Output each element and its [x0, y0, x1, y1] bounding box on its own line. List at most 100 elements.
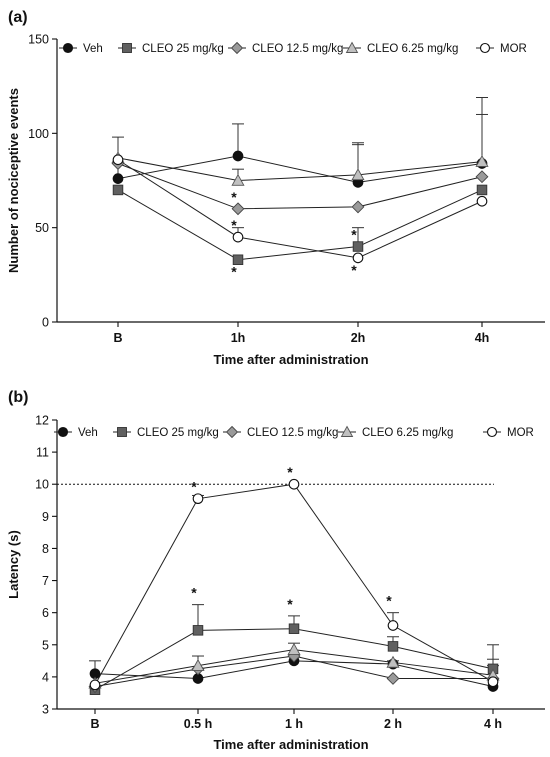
y-tick-label: 10 — [35, 478, 49, 492]
legend-marker — [122, 43, 132, 53]
chart-panel-a: (a) 0 50 100 150 B 1h 2h 4h Time after administra… — [6, 9, 545, 367]
y-tick-label: 150 — [28, 33, 49, 47]
x-tick-label: B — [113, 331, 122, 345]
data-point — [112, 154, 124, 166]
markers-cleo-12-5-mg-kg — [111, 157, 489, 216]
legend-label: CLEO 12.5 mg/kg — [252, 43, 343, 55]
data-point — [231, 173, 245, 186]
legend-item-veh: Veh — [54, 426, 98, 439]
significance-star: * — [231, 189, 237, 205]
significance-star: * — [287, 464, 293, 480]
legend-marker — [57, 426, 69, 438]
legend-marker — [340, 425, 354, 437]
data-point — [475, 154, 489, 167]
data-point — [191, 658, 205, 671]
series-cleo-25-mg-kg — [117, 189, 483, 261]
data-point — [232, 231, 244, 243]
markers-mor — [89, 478, 499, 691]
significance-star: * — [191, 585, 197, 601]
series-line — [117, 163, 483, 210]
chart-panel-b: (b) 3 4 5 6 7 8 9 10 11 12 B 0.5 h 1 h 2 h 4 h Time afte… — [6, 389, 545, 752]
data-point — [192, 625, 204, 636]
data-point — [288, 623, 300, 634]
series-line — [117, 155, 483, 183]
data-point — [232, 150, 244, 162]
significance-star: * — [231, 264, 237, 280]
legend-item-cleo-6-25-mg-kg: CLEO 6.25 mg/kg — [338, 425, 453, 439]
significance-star: * — [351, 262, 357, 278]
legend-marker — [345, 41, 359, 53]
x-axis-title: Time after administration — [213, 352, 368, 367]
legend-label: CLEO 12.5 mg/kg — [247, 427, 338, 439]
data-point — [476, 184, 488, 196]
y-tick-label: 11 — [36, 446, 49, 460]
x-tick-label: 1h — [231, 331, 246, 345]
series-cleo-12-5-mg-kg — [117, 163, 483, 210]
legend: Veh CLEO 25 mg/kg CLEO 12.5 mg/kg CLEO 6.25… — [54, 425, 534, 439]
y-tick-label: 3 — [42, 703, 49, 717]
panel-label: (a) — [8, 9, 28, 26]
x-axis-title: Time after administration — [213, 737, 368, 752]
x-tick-label: 2 h — [384, 717, 402, 731]
y-tick-label: 12 — [35, 414, 49, 428]
markers-mor — [112, 154, 488, 264]
y-tick-label: 7 — [42, 574, 49, 588]
data-point — [476, 195, 488, 207]
series-line — [117, 157, 483, 182]
y-tick-label: 0 — [42, 316, 49, 330]
legend-marker — [225, 425, 239, 439]
data-point — [232, 254, 244, 265]
series-cleo-6-25-mg-kg — [117, 96, 488, 182]
data-point — [351, 200, 365, 214]
x-tick-label: 1 h — [285, 717, 303, 731]
legend-marker — [486, 426, 498, 438]
legend-item-mor: MOR — [483, 426, 534, 439]
legend-marker — [62, 42, 74, 54]
y-tick-label: 5 — [42, 638, 49, 652]
legend-item-mor: MOR — [476, 42, 527, 55]
significance-star: * — [386, 593, 392, 609]
legend-item-veh: Veh — [59, 42, 103, 55]
legend-item-cleo-25-mg-kg: CLEO 25 mg/kg — [118, 43, 224, 55]
data-point — [475, 170, 489, 184]
x-tick-label: 0.5 h — [184, 717, 213, 731]
legend-label: CLEO 25 mg/kg — [137, 427, 219, 439]
data-point — [89, 679, 101, 691]
x-tick-label: 2h — [351, 331, 366, 345]
legend-marker — [479, 42, 491, 54]
data-point — [386, 672, 400, 685]
significance-star: * — [231, 217, 237, 233]
data-point — [387, 620, 399, 631]
y-tick-label: 9 — [42, 510, 49, 524]
legend-item-cleo-12-5-mg-kg: CLEO 12.5 mg/kg — [228, 41, 343, 55]
x-tick-label: B — [90, 717, 99, 731]
data-point — [288, 478, 300, 490]
series-line — [117, 159, 483, 259]
legend-label: MOR — [500, 43, 527, 55]
y-tick-label: 6 — [42, 606, 49, 620]
panel-label: (b) — [8, 389, 28, 406]
legend-item-cleo-12-5-mg-kg: CLEO 12.5 mg/kg — [223, 425, 338, 439]
y-tick-label: 100 — [28, 127, 49, 141]
series-line — [117, 189, 483, 261]
y-axis-title: Number of nociceptive events — [6, 88, 21, 273]
legend-item-cleo-6-25-mg-kg: CLEO 6.25 mg/kg — [343, 41, 458, 55]
data-point — [352, 241, 364, 252]
y-tick-label: 50 — [35, 221, 49, 235]
data-point — [112, 184, 124, 196]
markers-cleo-25-mg-kg — [112, 184, 488, 265]
significance-star: * — [351, 227, 357, 243]
series-mor — [117, 159, 483, 259]
data-point — [387, 641, 399, 652]
legend-label: Veh — [78, 427, 98, 439]
y-tick-label: 8 — [42, 542, 49, 556]
data-point — [386, 655, 400, 668]
significance-star: * — [191, 479, 197, 495]
significance-star: * — [287, 596, 293, 612]
data-point — [192, 493, 204, 505]
legend-label: CLEO 6.25 mg/kg — [367, 43, 458, 55]
data-point — [287, 642, 301, 655]
y-tick-label: 4 — [42, 670, 49, 684]
data-point — [352, 252, 364, 264]
